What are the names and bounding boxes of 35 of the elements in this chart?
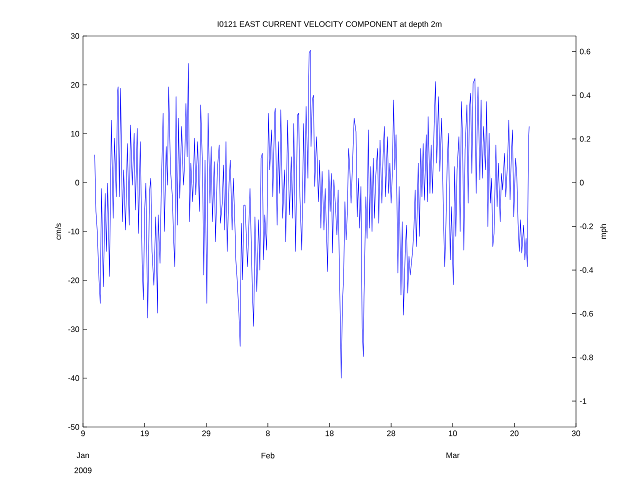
y-tick-label: -40 bbox=[68, 375, 80, 381]
y2-tick-label: 0.4 bbox=[580, 92, 590, 98]
y2-axis-title: mph bbox=[600, 224, 608, 239]
text: Feb bbox=[262, 452, 274, 458]
y2-tick-label: 0 bbox=[580, 180, 584, 186]
text: Jan bbox=[76, 452, 89, 458]
x-tick-label: 18 bbox=[326, 430, 334, 436]
y2-tick-label: 0.2 bbox=[580, 136, 590, 142]
x-tick-label: 28 bbox=[387, 430, 396, 436]
x-tick-label: 19 bbox=[140, 430, 149, 436]
text: 2009 bbox=[74, 468, 92, 474]
y-tick-label: -50 bbox=[68, 424, 80, 430]
x-tick-label: 20 bbox=[510, 430, 519, 436]
y2-tick-label: -1 bbox=[580, 398, 586, 404]
x-tick-label: 29 bbox=[202, 430, 210, 436]
x-tick-label: 30 bbox=[572, 430, 580, 436]
line-series bbox=[94, 50, 530, 378]
x-tick-label: 8 bbox=[266, 430, 270, 436]
chart-title: I0121 EAST CURRENT VELOCITY COMPONENT at depth 2m bbox=[218, 21, 442, 28]
y2-tick-label: -0.8 bbox=[580, 354, 593, 360]
y-tick-label: 20 bbox=[70, 82, 80, 88]
y-tick-label: 10 bbox=[71, 130, 80, 137]
y-tick-label: -10 bbox=[68, 228, 80, 234]
y-tick-label: 0 bbox=[75, 180, 80, 186]
y2-tick-label: -0.2 bbox=[580, 223, 593, 230]
y-tick-label: 30 bbox=[70, 33, 80, 39]
y-tick-label: -30 bbox=[68, 326, 80, 332]
x-tick-label: 10 bbox=[448, 430, 457, 436]
x-tick-label: 9 bbox=[81, 430, 85, 436]
y2-tick-label: -0.6 bbox=[580, 310, 593, 317]
text: Mar bbox=[446, 452, 460, 458]
y2-tick-label: -0.4 bbox=[580, 267, 594, 273]
y-axis-title: cm/s bbox=[55, 223, 62, 240]
y-tick-label: -20 bbox=[68, 278, 80, 284]
y2-tick-label: 0.6 bbox=[580, 48, 590, 54]
